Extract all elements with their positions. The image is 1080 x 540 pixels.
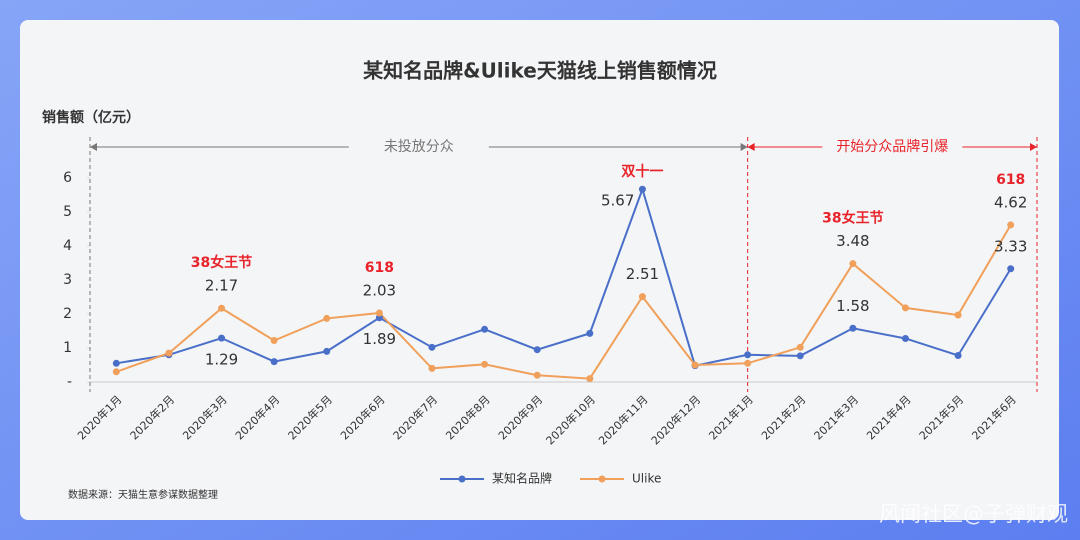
period-label: 未投放分众 — [384, 139, 454, 155]
point — [428, 343, 436, 351]
data-label: 4.62 — [994, 193, 1027, 211]
point — [586, 329, 594, 337]
period-label-bg — [822, 137, 963, 157]
point — [112, 368, 120, 376]
point — [638, 185, 646, 193]
y-tick-label: 4 — [63, 238, 72, 254]
point — [901, 304, 909, 312]
y-tick-label: 5 — [63, 204, 72, 220]
period-label-bg — [348, 137, 489, 157]
legend-label: Ulike — [632, 472, 661, 486]
data-label: 3.48 — [836, 232, 869, 250]
legend-dot — [458, 475, 466, 483]
y-tick-label: 2 — [63, 306, 72, 322]
legend-dot — [598, 475, 606, 483]
point — [481, 325, 489, 333]
annotation: 38女王节 — [822, 210, 883, 227]
data-label: 1.58 — [836, 297, 869, 315]
point — [323, 347, 331, 355]
point — [428, 364, 436, 372]
annotation: 双十一 — [621, 163, 663, 180]
data-label: 3.33 — [994, 237, 1027, 255]
point — [849, 260, 857, 268]
period-label: 开始分众品牌引爆 — [836, 138, 948, 155]
data-label: 1.89 — [363, 330, 396, 348]
y-tick-label: - — [67, 374, 72, 390]
data-label: 2.51 — [626, 265, 659, 283]
point — [796, 352, 804, 360]
point — [586, 375, 594, 383]
y-tick-label: 1 — [63, 340, 72, 356]
line — [116, 186, 1012, 367]
point — [165, 349, 173, 357]
point — [375, 309, 383, 317]
point — [270, 358, 278, 366]
point — [796, 343, 804, 351]
point — [218, 334, 226, 342]
legend-label: 某知名品牌 — [492, 471, 552, 486]
data-label: 2.17 — [205, 277, 238, 295]
point — [112, 359, 120, 367]
point — [638, 293, 646, 301]
annotation: 618 — [365, 260, 394, 276]
point — [744, 359, 752, 367]
watermark: 风闻社区@子弹财观 — [879, 502, 1068, 526]
point — [481, 360, 489, 368]
point — [533, 371, 541, 379]
point — [533, 346, 541, 354]
chart-title: 某知名品牌&Ulike天猫线上销售额情况 — [363, 59, 717, 83]
point — [954, 311, 962, 319]
y-tick-label: 6 — [63, 170, 72, 186]
point — [1007, 221, 1015, 229]
point — [954, 351, 962, 359]
line — [115, 224, 1012, 380]
point — [270, 337, 278, 345]
annotation: 618 — [996, 172, 1025, 188]
data-label: 1.29 — [205, 351, 238, 369]
point — [323, 314, 331, 322]
point — [744, 351, 752, 359]
point — [1007, 265, 1015, 273]
source: 数据来源：天猫生意参谋数据整理 — [68, 488, 218, 501]
data-label: 2.03 — [363, 281, 396, 299]
point — [691, 361, 699, 369]
point — [901, 334, 909, 342]
data-label: 5.67 — [601, 192, 634, 210]
y-axis-label: 销售额（亿元） — [42, 109, 140, 126]
point — [218, 304, 226, 312]
point — [849, 324, 857, 332]
annotation: 38女王节 — [191, 254, 252, 271]
y-tick-label: 3 — [63, 272, 72, 288]
card — [20, 20, 1059, 520]
